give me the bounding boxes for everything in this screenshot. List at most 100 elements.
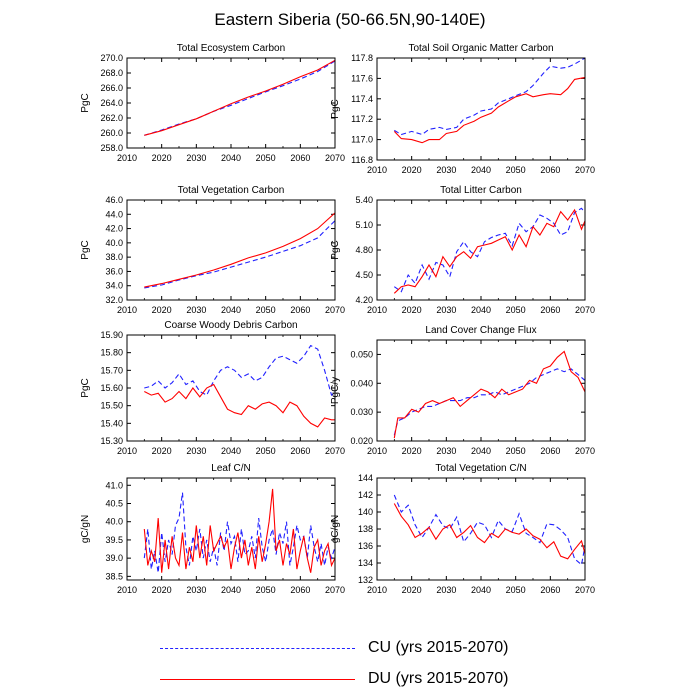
legend-entry-cu: CU (yrs 2015-2070) [160, 636, 509, 660]
x-tick-label: 2020 [152, 305, 172, 315]
y-axis-label: PgC [330, 99, 341, 118]
legend-line-cu [160, 647, 355, 649]
x-tick-label: 2030 [186, 153, 206, 163]
legend-label-cu: CU (yrs 2015-2070) [368, 639, 509, 656]
series-cu [144, 344, 335, 397]
plot-frame [126, 477, 336, 581]
x-tick-label: 2030 [436, 446, 456, 456]
x-tick-label: 2020 [152, 153, 172, 163]
panel-leaf-c-n: Leaf C/N gC/gN 2010 2020 2030 2040 2050 2060 207… [80, 463, 345, 595]
y-tick-label: 42.0 [105, 224, 123, 234]
x-tick-label: 2030 [436, 165, 456, 175]
series-du [144, 383, 335, 428]
series-cu [393, 368, 585, 436]
y-tick-label: 46.0 [105, 195, 123, 205]
plot-frame [376, 339, 586, 442]
y-tick-label: 117.2 [351, 114, 373, 124]
x-tick-label: 2060 [540, 165, 560, 175]
x-tick-label: 2070 [325, 153, 345, 163]
y-tick-label: 39.5 [105, 535, 123, 545]
y-tick-label: 0.030 [350, 407, 373, 417]
y-tick-label: 4.80 [355, 245, 373, 255]
y-tick-label: 136 [358, 541, 373, 551]
y-tick-label: 134 [358, 558, 373, 568]
y-tick-label: 4.50 [355, 270, 373, 280]
y-tick-label: 138 [358, 524, 373, 534]
y-tick-label: 0.050 [350, 349, 373, 359]
y-tick-label: 117.0 [351, 135, 373, 145]
x-tick-label: 2030 [436, 585, 456, 595]
x-tick-label: 2020 [402, 165, 422, 175]
y-axis-label: PgC/y [330, 377, 341, 404]
y-tick-label: 5.10 [355, 220, 373, 230]
y-axis-label: PgC [80, 93, 91, 112]
x-tick-label: 2070 [575, 446, 595, 456]
x-tick-label: 2050 [256, 153, 276, 163]
y-tick-label: 142 [358, 490, 373, 500]
x-tick-label: 2030 [436, 305, 456, 315]
plot-frame [376, 57, 586, 161]
y-tick-label: 144 [358, 473, 373, 483]
y-tick-label: 40.0 [105, 238, 123, 248]
x-tick-label: 2070 [575, 585, 595, 595]
series-cu [144, 60, 335, 136]
y-tick-label: 0.040 [350, 378, 373, 388]
y-tick-label: 117.8 [351, 53, 373, 63]
plot-frame [376, 199, 586, 301]
figure-title: Eastern Siberia (50-66.5N,90-140E) [214, 10, 486, 29]
y-tick-label: 15.70 [100, 365, 123, 375]
x-tick-label: 2040 [221, 585, 241, 595]
y-tick-label: 34.0 [105, 281, 123, 291]
x-tick-label: 2010 [367, 305, 387, 315]
x-tick-label: 2030 [186, 585, 206, 595]
x-tick-label: 2060 [540, 585, 560, 595]
panel-total-vegetation-carbon: Total Vegetation Carbon PgC 2010 2020 2030 20… [80, 185, 345, 315]
x-tick-label: 2010 [117, 305, 137, 315]
x-tick-label: 2060 [290, 446, 310, 456]
series-du [393, 503, 585, 560]
series-cu [394, 58, 585, 136]
x-tick-label: 2010 [367, 446, 387, 456]
y-tick-label: 41.0 [105, 480, 123, 490]
y-tick-label: 262.0 [100, 113, 123, 123]
x-tick-label: 2050 [256, 585, 276, 595]
legend-entry-du: DU (yrs 2015-2070) [160, 667, 509, 691]
legend-label-du: DU (yrs 2015-2070) [368, 670, 509, 687]
series-cu [393, 494, 585, 566]
y-tick-label: 32.0 [105, 295, 123, 305]
y-tick-label: 266.0 [100, 83, 123, 93]
y-tick-label: 0.020 [350, 436, 373, 446]
x-tick-label: 2020 [402, 446, 422, 456]
x-tick-label: 2040 [471, 446, 491, 456]
series-du [393, 350, 585, 439]
y-tick-label: 116.8 [351, 155, 373, 165]
panel-coarse-woody-debris-carbon: Coarse Woody Debris Carbon PgC 2010 2020 203… [80, 320, 345, 456]
y-tick-label: 44.0 [105, 209, 123, 219]
y-tick-label: 38.0 [105, 252, 123, 262]
plot-frame [376, 477, 586, 581]
x-tick-label: 2020 [152, 446, 172, 456]
y-tick-label: 39.0 [105, 553, 123, 563]
panel-total-litter-carbon: Total Litter Carbon PgC 2010 2020 2030 2040 20… [330, 185, 595, 315]
y-tick-label: 140 [358, 507, 373, 517]
y-tick-label: 38.5 [105, 571, 123, 581]
panel-total-ecosystem-carbon: Total Ecosystem Carbon PgC 2010 2020 2030 204… [80, 43, 345, 163]
series-du [143, 488, 335, 573]
panel-total-vegetation-c-n: Total Vegetation C/N gC/gN 2010 2020 2030 204… [330, 463, 595, 595]
panel-title: Coarse Woody Debris Carbon [164, 320, 297, 331]
panel-title: Total Ecosystem Carbon [177, 43, 285, 54]
series-du [393, 76, 585, 144]
x-tick-label: 2010 [117, 585, 137, 595]
x-tick-label: 2020 [402, 305, 422, 315]
series-du [393, 208, 585, 294]
series-du [144, 59, 335, 136]
x-tick-label: 2040 [471, 305, 491, 315]
y-tick-label: 40.0 [105, 517, 123, 527]
x-tick-label: 2050 [256, 446, 276, 456]
x-tick-label: 2060 [290, 585, 310, 595]
x-tick-label: 2020 [402, 585, 422, 595]
y-tick-label: 15.50 [100, 401, 123, 411]
plot-frame [126, 199, 336, 301]
y-tick-label: 15.90 [100, 330, 123, 340]
